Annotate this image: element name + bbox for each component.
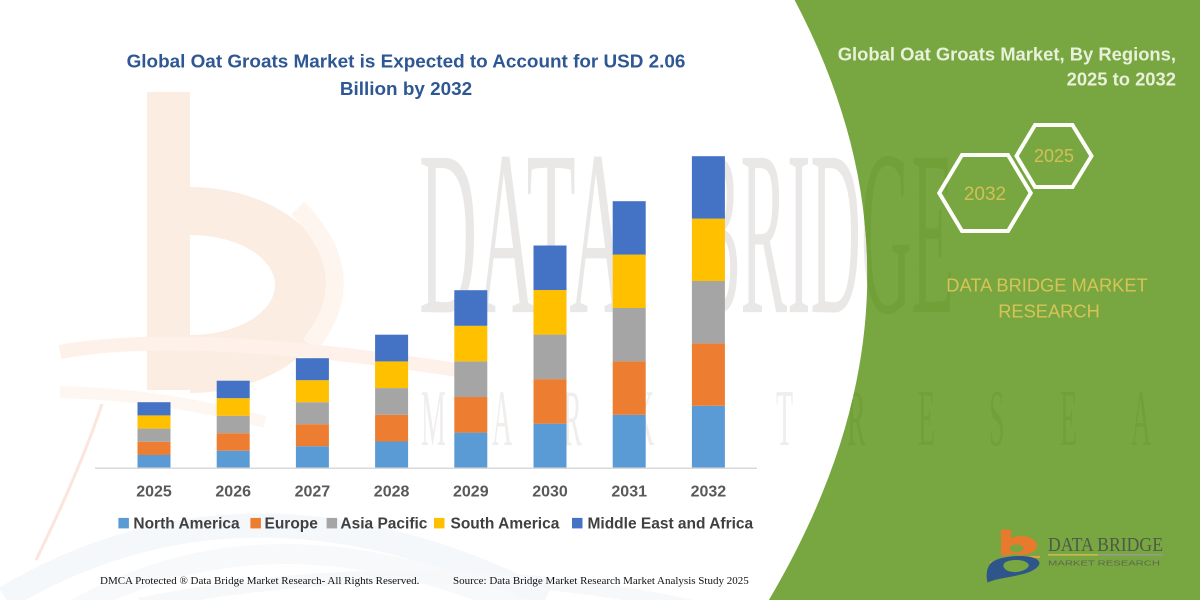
svg-text:DATA BRIDGE: DATA BRIDGE: [1048, 534, 1163, 556]
svg-text:2032: 2032: [964, 184, 1006, 205]
svg-text:Middle East and Africa: Middle East and Africa: [588, 515, 754, 532]
svg-text:South America: South America: [451, 515, 560, 532]
svg-text:2027: 2027: [295, 484, 331, 501]
svg-text:S: S: [989, 374, 1005, 462]
svg-text:2025 to 2032: 2025 to 2032: [1067, 69, 1176, 90]
svg-text:RESEARCH: RESEARCH: [998, 301, 1100, 322]
svg-text:2026: 2026: [215, 484, 251, 501]
svg-text:North America: North America: [133, 515, 240, 532]
svg-text:Asia Pacific: Asia Pacific: [340, 515, 427, 532]
svg-text:A: A: [492, 374, 512, 462]
svg-text:R: R: [563, 374, 582, 462]
svg-text:Billion by 2032: Billion by 2032: [340, 79, 472, 100]
svg-text:Europe: Europe: [265, 515, 319, 532]
svg-text:A: A: [1131, 374, 1151, 462]
svg-text:MARKET RESEARCH: MARKET RESEARCH: [1048, 561, 1160, 568]
svg-text:DMCA Protected ® Data Bridge M: DMCA Protected ® Data Bridge Market Rese…: [100, 575, 420, 587]
svg-text:DATA BRIDGE MARKET: DATA BRIDGE MARKET: [946, 275, 1147, 296]
svg-text:Global Oat Groats Market is Ex: Global Oat Groats Market is Expected to …: [127, 52, 686, 73]
svg-text:2031: 2031: [611, 484, 647, 501]
svg-text:2028: 2028: [374, 484, 410, 501]
svg-text:2025: 2025: [1034, 146, 1074, 166]
svg-text:E: E: [918, 374, 935, 462]
svg-text:2030: 2030: [532, 484, 568, 501]
svg-text:DATA: DATA: [419, 103, 628, 364]
svg-text:Source: Data Bridge Market Res: Source: Data Bridge Market Research Mark…: [453, 575, 749, 587]
svg-text:M: M: [421, 374, 446, 462]
svg-text:R: R: [847, 374, 866, 462]
svg-text:T: T: [776, 374, 793, 462]
svg-text:2029: 2029: [453, 484, 489, 501]
svg-text:2025: 2025: [136, 484, 172, 501]
svg-text:Global Oat Groats Market, By R: Global Oat Groats Market, By Regions,: [838, 44, 1176, 65]
svg-text:2032: 2032: [691, 484, 727, 501]
svg-text:E: E: [1060, 374, 1077, 462]
